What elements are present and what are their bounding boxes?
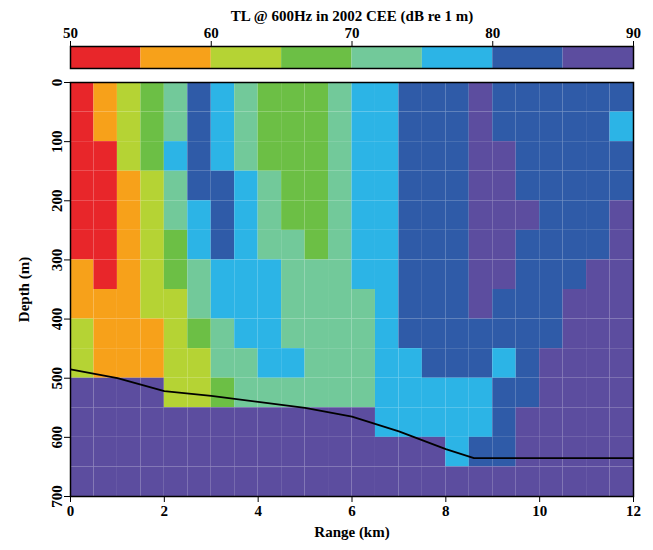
svg-text:100: 100 bbox=[49, 130, 65, 153]
svg-text:60: 60 bbox=[204, 25, 219, 41]
svg-text:70: 70 bbox=[345, 25, 360, 41]
svg-text:12: 12 bbox=[626, 503, 641, 519]
svg-text:90: 90 bbox=[626, 25, 641, 41]
svg-text:200: 200 bbox=[49, 190, 65, 213]
svg-text:600: 600 bbox=[49, 426, 65, 449]
svg-text:50: 50 bbox=[63, 25, 78, 41]
svg-text:500: 500 bbox=[49, 367, 65, 390]
svg-text:6: 6 bbox=[348, 503, 356, 519]
svg-text:8: 8 bbox=[442, 503, 450, 519]
svg-text:Range (km): Range (km) bbox=[314, 524, 389, 541]
svg-text:4: 4 bbox=[254, 503, 262, 519]
svg-text:80: 80 bbox=[485, 25, 500, 41]
svg-text:2: 2 bbox=[161, 503, 169, 519]
svg-text:0: 0 bbox=[67, 503, 75, 519]
svg-text:0: 0 bbox=[49, 79, 65, 87]
svg-text:Depth (m): Depth (m) bbox=[16, 257, 33, 322]
svg-text:300: 300 bbox=[49, 249, 65, 272]
svg-text:400: 400 bbox=[49, 308, 65, 331]
svg-text:TL @ 600Hz in 2002 CEE (dB re: TL @ 600Hz in 2002 CEE (dB re 1 m) bbox=[231, 8, 473, 25]
svg-text:10: 10 bbox=[532, 503, 547, 519]
svg-text:700: 700 bbox=[49, 485, 65, 508]
